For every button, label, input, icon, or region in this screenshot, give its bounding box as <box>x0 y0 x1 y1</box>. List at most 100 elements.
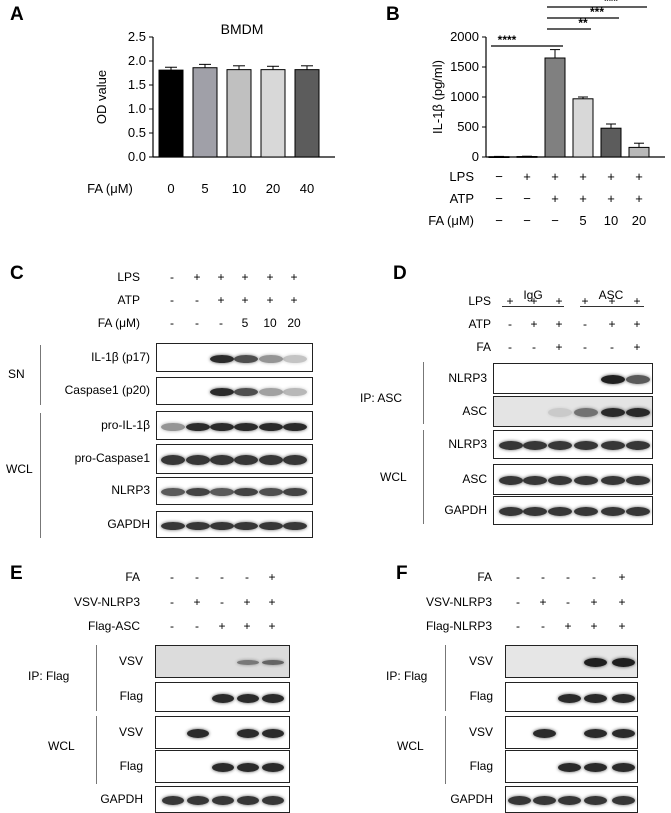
row-label: Flag-ASC <box>87 619 140 633</box>
bar <box>544 57 566 158</box>
blot-band <box>259 488 283 496</box>
wcl-bracket <box>96 716 97 784</box>
bar <box>600 127 622 158</box>
row-value: + <box>193 270 201 284</box>
row-value: - <box>610 340 614 354</box>
row-value: + <box>290 270 298 284</box>
blot-band <box>548 476 572 485</box>
row-value: - <box>170 270 174 284</box>
blot-label: IL-1β (p17) <box>91 350 150 364</box>
blot-band <box>283 422 307 431</box>
blot-band <box>583 763 607 772</box>
row-value: + <box>193 595 201 609</box>
panel-label-d: D <box>393 263 407 284</box>
chart-a: 0.0 0.5 1.0 1.5 2.0 2.5 0 5 10 20 40 BMDM FA (μM) OD … <box>87 21 335 196</box>
ip-bracket <box>96 645 97 711</box>
blot-band <box>186 488 210 496</box>
row-value: - <box>220 595 224 609</box>
row-value: − <box>551 213 559 228</box>
blot-box <box>493 363 653 394</box>
row-value: - <box>508 340 512 354</box>
blot-box <box>156 377 313 405</box>
blot-label: VSV <box>468 654 493 668</box>
blot-band <box>557 796 581 805</box>
row-value: + <box>530 294 538 308</box>
y-tick-label: 1500 <box>450 59 479 74</box>
bar <box>572 98 594 158</box>
blot-label: GAPDH <box>107 517 150 531</box>
row-value: + <box>618 570 626 584</box>
blot-band <box>601 375 625 384</box>
blot-band <box>611 796 635 805</box>
x-axis-label: FA (μM) <box>87 181 133 196</box>
blot-box <box>505 716 638 749</box>
row-value: - <box>219 316 223 330</box>
blot-band <box>237 763 259 772</box>
blot-band <box>499 441 523 450</box>
blot-band <box>186 422 210 431</box>
y-tick-label: 0.0 <box>128 149 146 164</box>
blot-label: Flag <box>469 759 493 773</box>
blot-band <box>262 763 284 772</box>
y-tick-label: 1.5 <box>128 77 146 92</box>
blot-band <box>611 658 635 667</box>
blot-band <box>187 729 209 738</box>
bar <box>260 69 286 158</box>
row-value: + <box>268 595 276 609</box>
row-value: + <box>266 270 274 284</box>
blot-label: ASC <box>462 404 487 418</box>
bar <box>192 67 218 158</box>
ip-bracket <box>423 362 424 424</box>
blot-band <box>212 693 234 703</box>
blot-band <box>626 408 650 417</box>
blot-box <box>493 464 653 495</box>
blot-band <box>262 660 284 665</box>
group-underline <box>502 306 564 307</box>
blot-band <box>237 729 259 738</box>
blot-label: NLRP3 <box>448 437 487 451</box>
row-value: + <box>266 293 274 307</box>
row-value: - <box>170 293 174 307</box>
row-label: FA (μM) <box>97 316 140 330</box>
blot-band <box>234 354 258 363</box>
x-tick-label: 0 <box>167 181 174 196</box>
row-value: 10 <box>604 213 618 228</box>
row-value: - <box>583 317 587 331</box>
row-value: - <box>541 570 545 584</box>
row-value: + <box>241 270 249 284</box>
blot-band <box>574 441 598 450</box>
blot-band <box>583 658 607 667</box>
row-value: - <box>516 570 520 584</box>
y-tick-label: 2.0 <box>128 53 146 68</box>
row-value: - <box>195 316 199 330</box>
row-label: ATP <box>117 293 140 307</box>
blot-band <box>210 388 234 396</box>
row-value: + <box>551 191 559 206</box>
row-value: + <box>581 294 589 308</box>
y-tick-label: 1000 <box>450 89 479 104</box>
blot-band <box>499 476 523 485</box>
blot-label: VSV <box>468 725 493 739</box>
blot-band <box>212 763 234 772</box>
group-igg: IgG <box>523 288 543 302</box>
blot-band <box>210 488 234 496</box>
blot-band <box>161 521 185 530</box>
row-value: + <box>590 595 598 609</box>
blot-band <box>523 441 547 450</box>
row-value: + <box>579 169 587 184</box>
group-label-ip: IP: Flag <box>28 669 70 683</box>
panel-label-a: A <box>10 4 24 25</box>
row-value: - <box>532 340 536 354</box>
blot-band <box>548 408 572 417</box>
blot-band <box>601 507 625 516</box>
row-value: 5 <box>579 213 586 228</box>
ip-bracket <box>445 645 446 711</box>
blot-band <box>557 763 581 772</box>
blot-band <box>611 729 635 738</box>
blot-band <box>237 693 259 703</box>
blot-band <box>523 507 547 516</box>
row-value: - <box>541 619 545 633</box>
blot-band <box>283 455 307 465</box>
blot-box <box>156 477 313 505</box>
blot-band <box>283 521 307 530</box>
